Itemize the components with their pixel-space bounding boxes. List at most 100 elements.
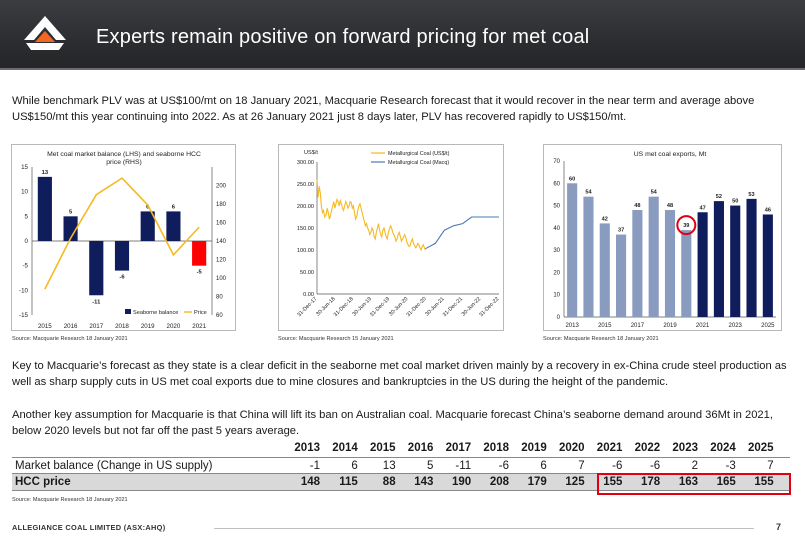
- year-header: 2014: [332, 442, 358, 454]
- year-header: 2016: [407, 442, 434, 454]
- source-note-4: Source: Macquarie Research 18 January 20…: [12, 497, 128, 503]
- bar-data-label: 53: [748, 192, 754, 198]
- table-cell: 125: [565, 476, 585, 488]
- legend-label: Metallurgical Coal (Macq): [388, 160, 449, 166]
- table-cell: 13: [382, 460, 396, 472]
- slide-title: Experts remain positive on forward prici…: [96, 26, 590, 48]
- balance-bar: [166, 211, 181, 241]
- x-tick-label: 31-Dec-17: [296, 296, 318, 318]
- x-tick-label: 2025: [761, 323, 775, 329]
- year-header: 2013: [294, 442, 320, 454]
- y-tick-label: 70: [553, 159, 560, 165]
- forecast-price-line: [425, 216, 499, 250]
- bar-data-label: 48: [634, 203, 640, 209]
- y-tick-label: 250.00: [297, 182, 314, 188]
- x-tick-label: 31-Dec-18: [333, 296, 355, 318]
- y-tick-label: 10: [553, 293, 560, 299]
- export-bar: [599, 223, 610, 317]
- balance-bar: [37, 176, 52, 241]
- table-row-market-balance: Market balance (Change in US supply) -1 6…: [12, 457, 790, 474]
- bar-data-label: 5: [69, 209, 73, 215]
- y2-tick-label: 160: [216, 221, 227, 227]
- x-tick-label: 2018: [115, 323, 129, 330]
- chart-title: price (RHS): [106, 159, 142, 166]
- y-tick-label: 300.00: [297, 160, 314, 166]
- table-cell: -6: [612, 460, 623, 472]
- x-tick-label: 2023: [729, 323, 743, 329]
- source-note-1: Source: Macquarie Research 18 January 20…: [12, 336, 128, 342]
- x-tick-label: 2013: [565, 323, 579, 329]
- table-row-hcc-price: HCC price 148 115 88 143 190 208 179 125 155 178 1…: [12, 474, 790, 491]
- y-tick-label: 40: [553, 226, 560, 232]
- table-cell: 5: [426, 460, 434, 472]
- balance-bar: [140, 211, 155, 241]
- y-axis-label: US$/t: [304, 150, 318, 156]
- y-tick-label: 150.00: [297, 226, 314, 232]
- y-tick-label: 0: [557, 315, 561, 321]
- us-exports-chart: US met coal exports, Mt 70 60 50 40 30 20 10 0 60…: [543, 144, 782, 331]
- export-bar: [697, 212, 708, 317]
- bar-data-label: 47: [699, 205, 705, 211]
- export-bar: [762, 214, 773, 317]
- y2-tick-label: 140: [216, 239, 227, 245]
- y-tick-label: -5: [22, 263, 28, 270]
- y2-tick-label: 180: [216, 202, 227, 208]
- y-tick-label: 30: [553, 248, 560, 254]
- table-cell: -11: [455, 460, 472, 472]
- x-tick-label: 2019: [663, 323, 677, 329]
- table-cell: -3: [725, 460, 736, 472]
- y-tick-label: 200.00: [297, 204, 314, 210]
- x-tick-label: 31-Dec-21: [442, 296, 464, 318]
- x-tick-label: 2017: [89, 323, 103, 330]
- bar-data-label: 48: [667, 203, 673, 209]
- met-coal-price-chart-svg: US$/t 300.00 250.00 200.00 150.00 100.00 50.00…: [296, 150, 500, 318]
- row-label: Market balance (Change in US supply): [15, 460, 213, 472]
- y-tick-label: -15: [19, 312, 29, 319]
- forecast-table: 2013 2014 2015 2016 2017 2018 2019 2020 2021 2022…: [12, 440, 790, 491]
- balance-bar: [63, 216, 78, 241]
- bar-data-label: -5: [197, 270, 203, 276]
- y2-tick-label: 100: [216, 276, 227, 282]
- bar-data-label: 39: [683, 223, 689, 229]
- legend-price-label: Price: [194, 310, 207, 316]
- us-exports-chart-svg: US met coal exports, Mt 70 60 50 40 30 20 10 0 60…: [553, 151, 776, 329]
- export-bar: [583, 196, 594, 317]
- x-tick-label: 2019: [141, 323, 155, 330]
- year-header: 2015: [370, 442, 396, 454]
- table-cell: 7: [767, 460, 774, 472]
- y-tick-label: 50.00: [300, 270, 314, 276]
- bar-data-label: -6: [119, 275, 125, 281]
- export-bar: [681, 230, 692, 317]
- bar-data-label: 54: [585, 190, 592, 196]
- year-header: 2022: [634, 442, 661, 454]
- intro-paragraph: While benchmark PLV was at US$100/mt on …: [12, 95, 755, 123]
- x-tick-label: 31-Dec-20: [406, 296, 428, 318]
- table-cell: 190: [452, 476, 472, 488]
- y-tick-label: 10: [21, 189, 28, 196]
- legend-label: Metallurgical Coal (US$/t): [388, 151, 450, 157]
- export-bar: [746, 198, 757, 317]
- page-number: 7: [776, 522, 782, 532]
- legend-balance-swatch: [125, 309, 131, 314]
- export-bar: [632, 210, 643, 317]
- market-balance-chart-svg: Met coal market balance (LHS) and seabor…: [19, 151, 227, 330]
- forecast-highlight-box: [597, 473, 791, 495]
- table-cell: 88: [382, 476, 396, 488]
- year-header: 2023: [672, 442, 698, 454]
- price-line: [44, 177, 200, 290]
- table-header-row: 2013 2014 2015 2016 2017 2018 2019 2020 2021 2022…: [12, 440, 790, 457]
- slide-header: Experts remain positive on forward prici…: [0, 0, 805, 70]
- chart-title: Met coal market balance (LHS) and seabor…: [47, 151, 201, 158]
- x-tick-label: 2015: [598, 323, 612, 329]
- y-tick-label: 60: [553, 181, 560, 187]
- table-cell: 208: [489, 476, 509, 488]
- table-cell: 179: [527, 476, 547, 488]
- header-divider: [0, 68, 805, 70]
- export-bar: [730, 205, 741, 317]
- table-cell: 143: [414, 476, 434, 488]
- bar-data-label: 37: [618, 228, 624, 234]
- x-tick-label: 2017: [631, 323, 645, 329]
- assumption-paragraph: Another key assumption for Macquarie is …: [12, 409, 773, 437]
- table-cell: 155: [754, 476, 774, 488]
- highlight-ring: [676, 215, 697, 236]
